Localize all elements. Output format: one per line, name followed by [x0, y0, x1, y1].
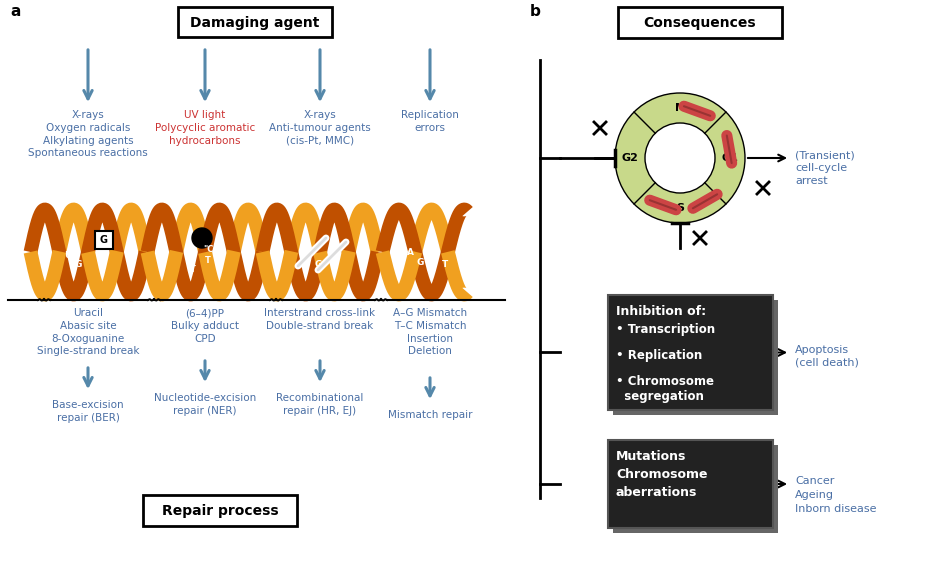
- Text: Apoptosis
(cell death): Apoptosis (cell death): [795, 344, 859, 367]
- Text: X-rays
Oxygen radicals
Alkylating agents
Spontaneous reactions: X-rays Oxygen radicals Alkylating agents…: [28, 110, 148, 158]
- Text: "C: "C: [203, 245, 213, 254]
- FancyBboxPatch shape: [613, 445, 778, 533]
- Text: G: G: [75, 260, 81, 269]
- Text: Nucleotide-excision
repair (NER): Nucleotide-excision repair (NER): [154, 393, 256, 416]
- FancyBboxPatch shape: [613, 300, 778, 415]
- Text: G: G: [417, 258, 424, 267]
- Circle shape: [615, 93, 745, 223]
- FancyBboxPatch shape: [608, 295, 773, 410]
- Text: G: G: [315, 260, 321, 269]
- Text: Recombinational
repair (HR, EJ): Recombinational repair (HR, EJ): [276, 393, 363, 416]
- Text: Replication
errors: Replication errors: [401, 110, 459, 133]
- Text: S: S: [676, 203, 684, 213]
- Text: T: T: [190, 255, 196, 264]
- Text: T: T: [205, 256, 211, 265]
- Text: G: G: [302, 250, 309, 259]
- Text: T: T: [190, 265, 196, 274]
- Text: G2: G2: [621, 153, 639, 163]
- Text: U: U: [64, 251, 72, 260]
- Text: Base-excision
repair (BER): Base-excision repair (BER): [52, 400, 124, 423]
- Text: C: C: [432, 251, 439, 260]
- FancyBboxPatch shape: [618, 7, 782, 38]
- Text: A: A: [406, 248, 414, 257]
- Text: Consequences: Consequences: [644, 16, 757, 30]
- Text: Inhibition of:: Inhibition of:: [616, 305, 706, 318]
- FancyBboxPatch shape: [608, 440, 773, 528]
- Text: X-rays
Anti-tumour agents
(cis-Pt, MMC): X-rays Anti-tumour agents (cis-Pt, MMC): [269, 110, 371, 146]
- Text: Mutations
Chromosome
aberrations: Mutations Chromosome aberrations: [616, 450, 707, 499]
- FancyBboxPatch shape: [178, 7, 332, 37]
- Text: G: G: [100, 235, 108, 245]
- Text: M: M: [674, 103, 686, 113]
- Text: Damaging agent: Damaging agent: [191, 16, 319, 30]
- Text: Repair process: Repair process: [162, 504, 278, 518]
- Circle shape: [192, 228, 212, 248]
- Circle shape: [645, 123, 715, 193]
- Text: • Replication: • Replication: [616, 349, 702, 362]
- FancyBboxPatch shape: [95, 231, 113, 249]
- Text: • Chromosome
  segregation: • Chromosome segregation: [616, 375, 714, 403]
- Text: • Transcription: • Transcription: [616, 323, 715, 336]
- Text: (6–4)PP
Bulky adduct
CPD: (6–4)PP Bulky adduct CPD: [171, 308, 239, 343]
- Text: A–G Mismatch
T–C Mismatch
Insertion
Deletion: A–G Mismatch T–C Mismatch Insertion Dele…: [393, 308, 467, 356]
- Text: Cancer
Ageing
Inborn disease: Cancer Ageing Inborn disease: [795, 476, 876, 514]
- Text: b: b: [530, 4, 541, 19]
- Text: (Transient)
cell-cycle
arrest: (Transient) cell-cycle arrest: [795, 150, 855, 186]
- Text: G1: G1: [722, 153, 739, 163]
- Text: UV light
Polycyclic aromatic
hydrocarbons: UV light Polycyclic aromatic hydrocarbon…: [155, 110, 255, 146]
- Text: Uracil
Abasic site
8-Oxoguanine
Single-strand break: Uracil Abasic site 8-Oxoguanine Single-s…: [36, 308, 139, 356]
- FancyBboxPatch shape: [143, 495, 297, 526]
- Text: T: T: [442, 260, 448, 269]
- Text: Mismatch repair: Mismatch repair: [388, 410, 473, 420]
- Text: Interstrand cross-link
Double-strand break: Interstrand cross-link Double-strand bre…: [264, 308, 375, 331]
- Text: a: a: [10, 4, 21, 19]
